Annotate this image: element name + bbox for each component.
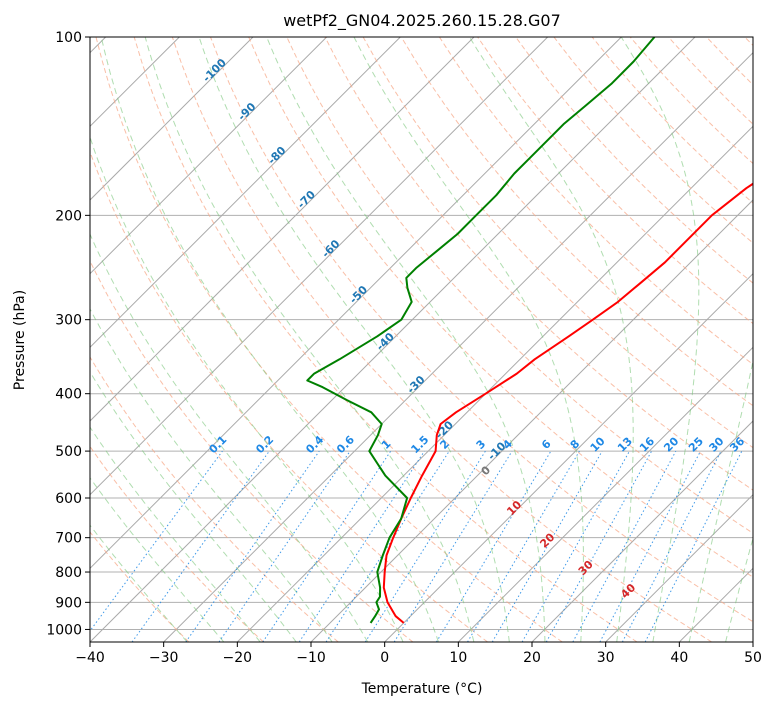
y-tick-label: 700	[55, 531, 82, 547]
x-tick-label: −10	[296, 650, 326, 666]
moist-adiabat-line	[90, 135, 404, 642]
x-axis: −40 −30 −20 −10 0 10 20 30 40 50	[75, 642, 762, 666]
y-axis: 100 200 300 400 500 600 700 800 900 1000	[46, 30, 90, 638]
dry-adiabat-line	[95, 37, 563, 642]
isotherm-line	[90, 37, 475, 422]
y-tick-label: 100	[55, 30, 82, 46]
dry-adiabat-line	[133, 37, 638, 642]
isotherm-line	[531, 420, 753, 642]
dry-adiabat-line	[90, 445, 264, 642]
x-tick-label: 0	[380, 650, 389, 666]
moist-adiabat-line	[725, 536, 753, 642]
moist-adiabat-line	[620, 37, 700, 642]
dry-adiabat-line	[90, 150, 488, 642]
temperature-profile-line	[382, 182, 753, 624]
dry-adiabat-line	[324, 37, 753, 491]
x-tick-label: −40	[75, 650, 105, 666]
mixing-ratio-line	[393, 450, 513, 642]
dry-adiabat-line	[90, 259, 414, 642]
moist-adiabat-line	[144, 37, 475, 642]
moist-adiabat-line	[90, 476, 225, 642]
dry-adiabat-line	[210, 37, 753, 623]
isotherm-line	[90, 37, 696, 642]
y-tick-label: 900	[55, 595, 82, 611]
y-tick-label: 600	[55, 491, 82, 507]
y-tick-label: 200	[55, 208, 82, 224]
isotherm-line	[457, 346, 753, 642]
dry-adiabat-line	[400, 37, 753, 407]
isotherm-line	[384, 272, 753, 642]
x-tick-label: 50	[744, 650, 762, 666]
y-tick-label: 300	[55, 313, 82, 329]
x-axis-label: Temperature (°C)	[361, 681, 483, 697]
moist-adiabat-line	[90, 426, 261, 642]
y-tick-label: 400	[55, 387, 82, 403]
dry-adiabat-line	[90, 531, 190, 642]
moist-adiabat-line	[90, 232, 369, 642]
mixing-ratio-line	[185, 450, 320, 642]
dry-adiabat-line	[248, 37, 753, 578]
mixing-ratio-line	[521, 450, 630, 642]
profile-series	[306, 37, 753, 624]
mixing-ratio-line	[491, 450, 603, 642]
moist-adiabat-line	[90, 308, 333, 642]
x-tick-label: −30	[149, 650, 179, 666]
moist-adiabat-line	[100, 37, 439, 642]
dry-adiabat-line	[438, 37, 753, 366]
isotherm-line	[90, 37, 549, 496]
mixing-ratio-line	[545, 450, 653, 642]
moist-adiabat-line	[198, 37, 510, 642]
x-tick-label: 10	[449, 650, 467, 666]
moist-adiabat-line	[688, 358, 753, 642]
moist-adiabat-line	[90, 524, 188, 642]
dry-adiabat-line	[171, 37, 712, 642]
moist-adiabat-line	[266, 37, 546, 642]
x-tick-label: 40	[670, 650, 688, 666]
dewpoint-profile-line	[306, 37, 656, 624]
mixing-ratio-line	[218, 450, 351, 642]
x-tick-label: 20	[523, 650, 541, 666]
y-tick-label: 500	[55, 444, 82, 460]
moist-adiabat-line	[762, 37, 775, 642]
background-reference-lines	[90, 37, 775, 642]
isotherm-line	[163, 51, 753, 642]
isotherm-line	[90, 37, 328, 275]
moist-adiabat-line	[353, 37, 584, 642]
isotherm-line	[90, 37, 401, 349]
y-axis-label: Pressure (hPa)	[12, 290, 28, 390]
isotherm-line	[752, 641, 753, 642]
isotherm-line	[236, 125, 753, 642]
plot-background	[90, 37, 753, 642]
isotherm-line	[605, 493, 753, 642]
x-tick-label: 30	[597, 650, 615, 666]
mixing-ratio-line	[325, 450, 450, 642]
mixing-ratio-line	[435, 450, 552, 642]
mixing-ratio-line	[572, 450, 677, 642]
isotherm-line	[90, 37, 622, 570]
y-tick-label: 1000	[46, 622, 82, 638]
dry-adiabat-line	[515, 37, 753, 284]
chart-title: wetPf2_GN04.2025.260.15.28.G07	[283, 11, 561, 31]
dry-adiabat-line	[90, 356, 339, 642]
mixing-ratio-line	[467, 450, 580, 642]
plot-frame	[89, 36, 754, 643]
isotherm-line	[90, 37, 254, 201]
x-tick-label: −20	[223, 650, 253, 666]
mixing-ratio-line	[364, 450, 486, 642]
y-tick-label: 800	[55, 565, 82, 581]
moist-adiabat-line	[90, 370, 297, 642]
